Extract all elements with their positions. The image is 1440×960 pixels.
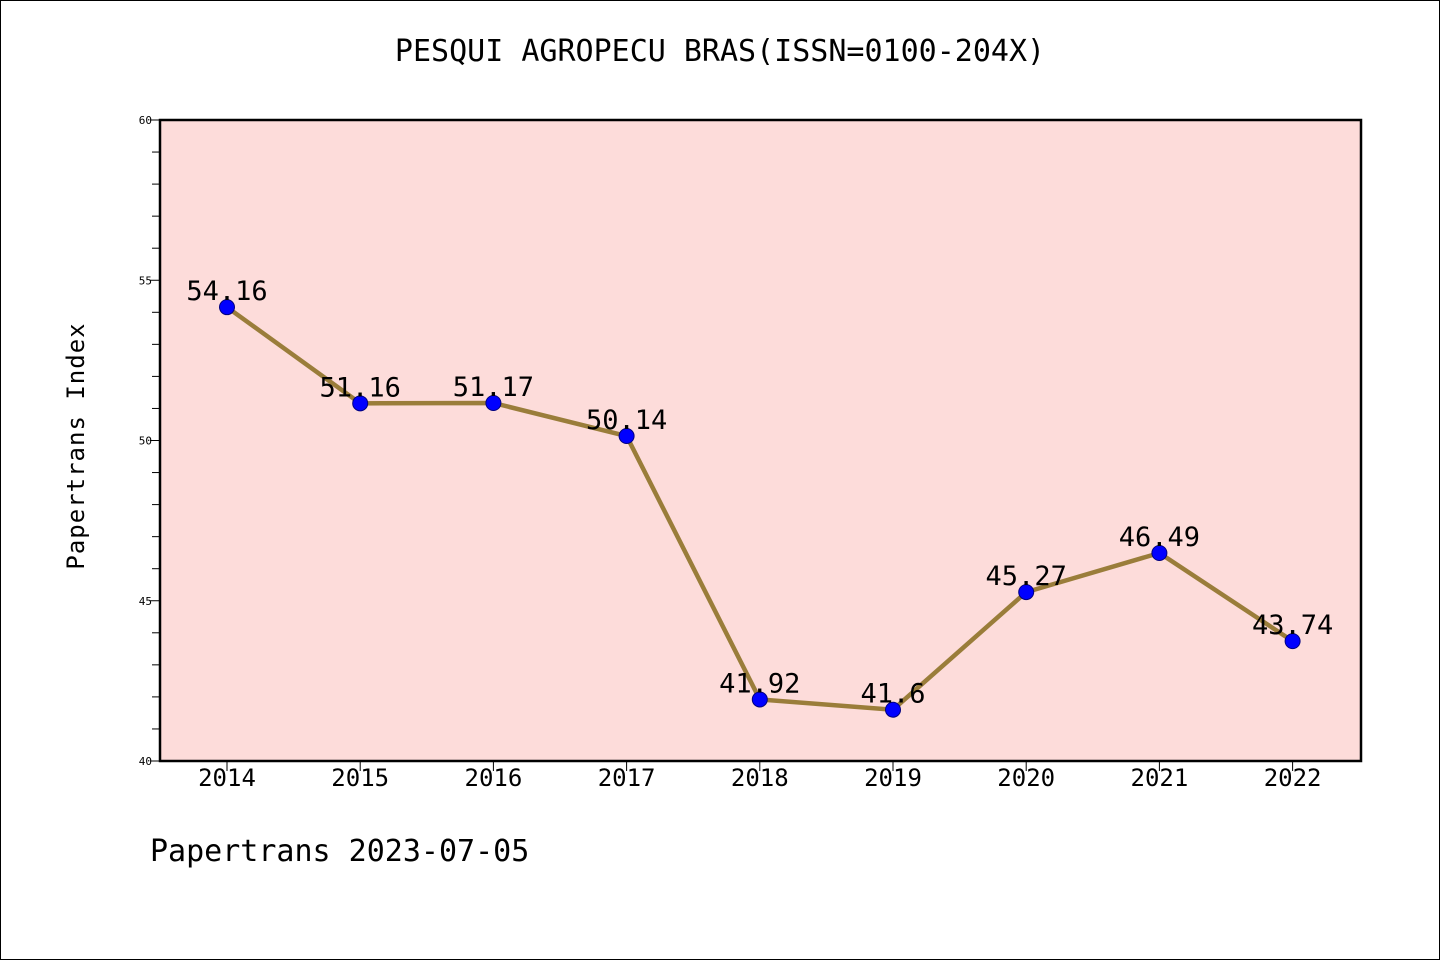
footer-note: Papertrans 2023-07-05	[150, 834, 530, 869]
x-tick-label: 2022	[1264, 764, 1322, 792]
data-label: 41.6	[860, 679, 925, 710]
x-tick-label: 2014	[198, 764, 256, 792]
x-tick-label: 2020	[997, 764, 1055, 792]
x-tick-label: 2019	[864, 764, 922, 792]
data-label: 41.92	[719, 668, 800, 699]
x-tick-label: 2021	[1131, 764, 1189, 792]
data-label: 51.16	[320, 372, 401, 403]
data-label: 50.14	[586, 405, 667, 436]
data-label: 46.49	[1119, 522, 1200, 553]
plot-area	[160, 120, 1361, 761]
data-point	[885, 701, 901, 718]
data-point	[1284, 633, 1301, 650]
y-tick-label: 50	[139, 435, 152, 448]
data-point	[618, 428, 635, 445]
chart-title: PESQUI AGROPECU BRAS(ISSN=0100-204X)	[394, 34, 1046, 69]
data-point	[1018, 584, 1035, 601]
x-tick-label: 2017	[598, 764, 656, 792]
y-tick-label: 55	[139, 274, 152, 287]
x-tick-label: 2018	[731, 764, 789, 792]
x-tick-label: 2016	[465, 764, 523, 792]
data-label: 51.17	[453, 372, 534, 403]
y-tick-label: 60	[139, 114, 152, 127]
data-point	[751, 691, 768, 708]
y-tick-label: 40	[139, 755, 152, 768]
plot-border	[158, 118, 1363, 763]
data-label: 45.27	[986, 561, 1067, 592]
x-tick-label: 2015	[331, 764, 389, 792]
data-point	[352, 395, 369, 412]
data-point	[1151, 544, 1168, 561]
y-tick-label: 45	[139, 595, 152, 608]
data-label: 54.16	[186, 276, 267, 307]
data-point	[219, 299, 235, 316]
data-point	[485, 395, 502, 412]
data-label: 43.74	[1252, 610, 1333, 641]
